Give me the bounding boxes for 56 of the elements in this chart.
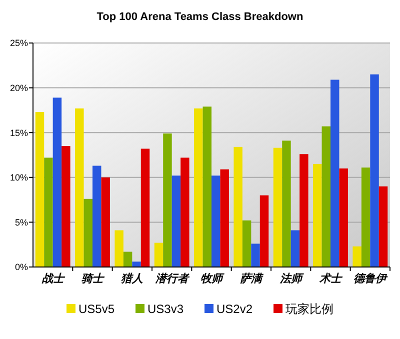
y-tick-label: 15%	[10, 128, 28, 138]
bar	[123, 252, 132, 267]
bar	[84, 198, 92, 267]
legend-label: US2v2	[216, 302, 253, 316]
bar	[44, 158, 53, 267]
bar	[339, 168, 348, 267]
bar	[114, 230, 124, 267]
bar	[330, 80, 340, 267]
bar	[62, 146, 70, 267]
bar	[260, 195, 269, 267]
bar	[290, 230, 300, 267]
bar	[378, 186, 388, 267]
bar	[92, 166, 102, 267]
x-tick-label: 法师	[278, 272, 304, 285]
bar	[234, 146, 242, 267]
legend-label: US3v3	[148, 302, 184, 316]
bar	[180, 158, 190, 267]
legend-label: 玩家比例	[286, 302, 334, 316]
bar	[251, 244, 260, 267]
bar	[282, 140, 291, 267]
bar	[140, 148, 150, 267]
x-tick-label: 潜行者	[154, 272, 190, 285]
bar	[313, 164, 322, 267]
bar	[101, 177, 110, 267]
bar	[163, 133, 172, 267]
bar	[212, 176, 220, 267]
bar	[75, 108, 84, 267]
bar	[322, 126, 330, 267]
y-tick-label: 25%	[10, 38, 28, 48]
bar	[172, 176, 181, 267]
y-tick-label: 5%	[14, 217, 28, 228]
bar	[370, 74, 379, 267]
y-tick-label: 0%	[14, 262, 28, 272]
x-tick-label: 战士	[40, 272, 66, 285]
y-tick-label: 20%	[10, 82, 28, 93]
chart-title: Top 100 Arena Teams Class Breakdown	[96, 11, 304, 23]
bar	[273, 148, 282, 267]
x-tick-label: 德鲁伊	[354, 272, 389, 285]
bar	[300, 154, 308, 267]
bar	[202, 106, 212, 267]
bar	[52, 98, 62, 267]
legend-label: US5v5	[78, 302, 115, 316]
x-tick-label: 猎人	[120, 272, 144, 285]
bar	[361, 168, 370, 267]
y-tick-label: 10%	[10, 172, 28, 183]
x-tick-label: 萨满	[240, 272, 264, 285]
bar	[352, 246, 362, 267]
bar	[220, 169, 229, 267]
bar	[35, 112, 44, 267]
bar	[132, 262, 141, 267]
x-tick-label: 骑士	[82, 272, 106, 285]
x-tick-label: 牧师	[200, 272, 224, 285]
bar	[154, 242, 164, 267]
x-tick-label: 术士	[318, 272, 344, 285]
bar	[194, 108, 203, 267]
bar	[242, 220, 252, 267]
